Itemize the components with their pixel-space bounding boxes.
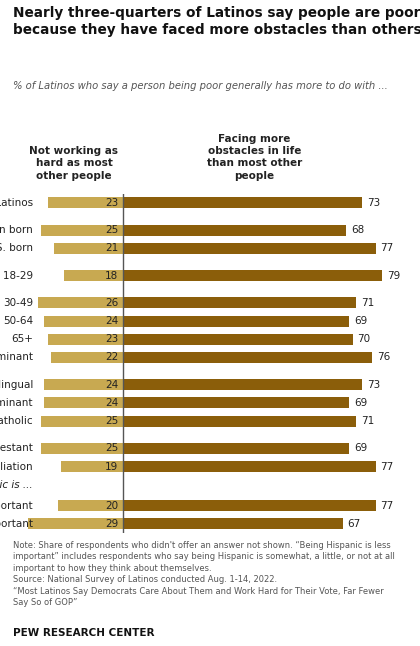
Text: 76: 76 [377, 353, 391, 362]
Text: 23: 23 [105, 198, 118, 208]
Bar [45, 379, 123, 390]
Text: 67: 67 [348, 519, 361, 529]
Text: U.S. born: U.S. born [0, 244, 33, 253]
Text: 71: 71 [361, 416, 374, 426]
Text: 29: 29 [105, 519, 118, 529]
Bar [123, 443, 349, 454]
Bar [54, 243, 123, 254]
Text: 30-49: 30-49 [3, 298, 33, 308]
Bar [123, 225, 346, 236]
Text: 24: 24 [105, 398, 118, 408]
Bar [123, 397, 349, 408]
Text: 69: 69 [354, 443, 368, 453]
Bar [123, 334, 353, 345]
Text: 24: 24 [105, 316, 118, 326]
Bar [48, 334, 123, 345]
Text: Ages 18-29: Ages 18-29 [0, 271, 33, 280]
Text: Less important: Less important [0, 519, 33, 529]
Text: 70: 70 [357, 334, 370, 344]
Text: 77: 77 [381, 501, 394, 511]
Bar [123, 198, 362, 209]
Text: Not working as
hard as most
other people: Not working as hard as most other people [29, 146, 118, 181]
Bar [41, 443, 123, 454]
Text: 23: 23 [105, 334, 118, 344]
Bar [38, 297, 123, 308]
Bar [48, 198, 123, 209]
Text: 77: 77 [381, 244, 394, 253]
Text: 25: 25 [105, 225, 118, 235]
Text: Very/Extremely important: Very/Extremely important [0, 501, 33, 511]
Text: 73: 73 [368, 380, 381, 390]
Text: Bilingual: Bilingual [0, 380, 33, 390]
Text: 22: 22 [105, 353, 118, 362]
Text: 65+: 65+ [11, 334, 33, 344]
Bar [64, 270, 123, 281]
Bar [123, 500, 375, 511]
Bar [123, 379, 362, 390]
Text: 25: 25 [105, 416, 118, 426]
Text: 68: 68 [351, 225, 364, 235]
Text: 71: 71 [361, 298, 374, 308]
Bar [123, 243, 375, 254]
Text: 20: 20 [105, 501, 118, 511]
Text: Catholic: Catholic [0, 416, 33, 426]
Bar [61, 461, 123, 472]
Text: 24: 24 [105, 380, 118, 390]
Text: 77: 77 [381, 462, 394, 472]
Text: No religious affiliation: No religious affiliation [0, 462, 33, 472]
Text: 69: 69 [354, 398, 368, 408]
Text: Nearly three-quarters of Latinos say people are poor
because they have faced mor: Nearly three-quarters of Latinos say peo… [13, 6, 420, 37]
Text: 25: 25 [105, 443, 118, 453]
Bar [45, 397, 123, 408]
Text: Spanish dominant: Spanish dominant [0, 398, 33, 408]
Text: PEW RESEARCH CENTER: PEW RESEARCH CENTER [13, 629, 154, 638]
Text: Note: Share of respondents who didn't offer an answer not shown. “Being Hispanic: Note: Share of respondents who didn't of… [13, 541, 394, 607]
Bar [41, 225, 123, 236]
Bar [123, 297, 356, 308]
Text: Foreign born: Foreign born [0, 225, 33, 235]
Text: % of Latinos who say a person being poor generally has more to do with ...: % of Latinos who say a person being poor… [13, 81, 387, 90]
Bar [123, 270, 382, 281]
Text: Facing more
obstacles in life
than most other
people: Facing more obstacles in life than most … [207, 134, 302, 181]
Bar [123, 352, 372, 363]
Text: 18: 18 [105, 271, 118, 280]
Bar [123, 461, 375, 472]
Text: All Latinos: All Latinos [0, 198, 33, 208]
Text: 21: 21 [105, 244, 118, 253]
Text: 26: 26 [105, 298, 118, 308]
Bar [58, 500, 123, 511]
Text: 69: 69 [354, 316, 368, 326]
Text: 73: 73 [368, 198, 381, 208]
Bar [28, 518, 123, 529]
Text: 19: 19 [105, 462, 118, 472]
Text: Being Hispanic is ...: Being Hispanic is ... [0, 480, 33, 490]
Text: English dominant: English dominant [0, 353, 33, 362]
Text: Evangelical Protestant: Evangelical Protestant [0, 443, 33, 453]
Bar [123, 518, 343, 529]
Bar [41, 415, 123, 426]
Bar [123, 415, 356, 426]
Text: 79: 79 [387, 271, 400, 280]
Bar [123, 316, 349, 326]
Bar [51, 352, 123, 363]
Bar [45, 316, 123, 326]
Text: 50-64: 50-64 [3, 316, 33, 326]
